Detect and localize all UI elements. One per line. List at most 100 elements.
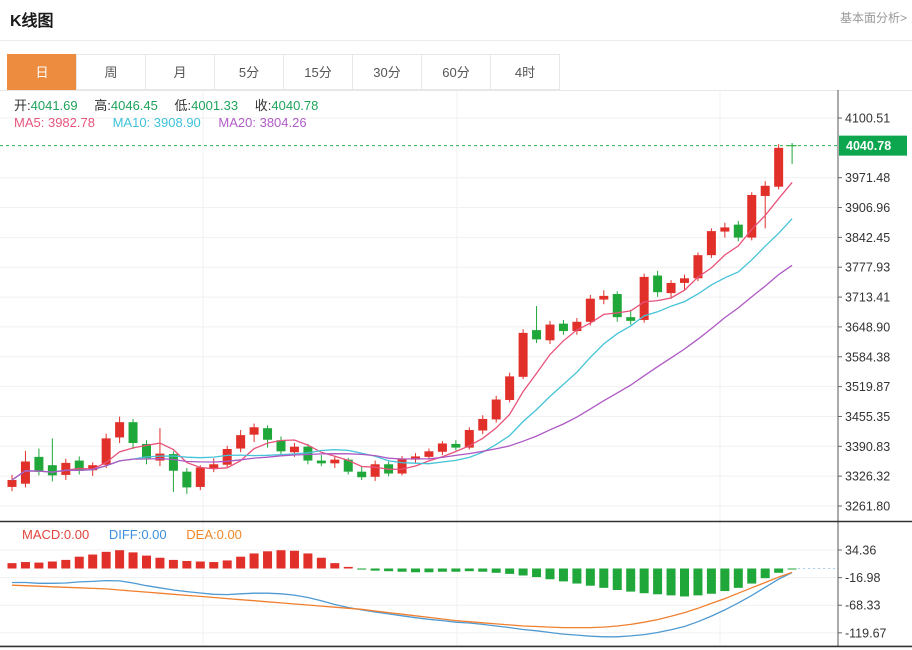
candle[interactable] — [478, 418, 488, 431]
macd-bar — [61, 559, 71, 569]
candle[interactable] — [101, 438, 111, 465]
candle[interactable] — [128, 422, 138, 443]
candle[interactable] — [411, 456, 420, 460]
gridlines — [0, 91, 838, 645]
timeframe-tabs: 日周月 5分 15分 30分 60分 4时 — [7, 54, 560, 90]
macd-bar — [720, 568, 730, 592]
candle[interactable] — [720, 227, 730, 232]
candle[interactable] — [747, 195, 757, 238]
candle[interactable] — [249, 427, 259, 435]
candle[interactable] — [343, 459, 353, 472]
candle[interactable] — [195, 467, 205, 487]
macd-bar — [464, 568, 474, 572]
macd-bar — [357, 568, 367, 570]
macd-bar: MACD:0.00 DIFF:0.00 DEA:0.00 — [22, 527, 242, 542]
diff-value: 0.00 — [141, 527, 167, 542]
close-value: 4040.78 — [271, 98, 319, 113]
ma20-value: 3804.26 — [259, 115, 307, 130]
close-label: 收: — [254, 98, 272, 113]
candle[interactable] — [330, 459, 340, 464]
candle[interactable] — [142, 443, 151, 459]
candle[interactable] — [626, 317, 636, 321]
macd-histogram[interactable] — [7, 550, 797, 597]
macd-bar — [7, 563, 17, 569]
candle[interactable] — [572, 321, 582, 332]
candle[interactable] — [289, 446, 299, 453]
candle[interactable] — [209, 464, 219, 468]
high-label: 高: — [94, 98, 111, 113]
candle[interactable] — [733, 224, 743, 238]
candle[interactable] — [61, 462, 71, 475]
candle[interactable] — [666, 282, 676, 294]
candle[interactable] — [518, 332, 528, 377]
candle[interactable] — [182, 471, 192, 488]
tab-60分[interactable]: 60分 — [421, 54, 491, 90]
candle[interactable] — [491, 399, 501, 420]
candle[interactable] — [222, 449, 232, 465]
candle[interactable] — [787, 145, 797, 147]
candle[interactable] — [168, 454, 178, 471]
candle[interactable] — [47, 465, 57, 476]
tab-5分[interactable]: 5分 — [214, 54, 284, 90]
candle[interactable] — [612, 294, 622, 318]
candle[interactable] — [706, 231, 716, 256]
candle[interactable] — [464, 430, 474, 448]
candle[interactable] — [585, 298, 595, 322]
candle[interactable] — [532, 330, 542, 340]
candle[interactable] — [34, 456, 44, 472]
macd-bar — [384, 568, 394, 572]
macd-bar — [343, 566, 353, 569]
candle[interactable] — [370, 464, 380, 477]
macd-bar — [693, 568, 703, 596]
candles[interactable] — [7, 143, 797, 494]
page-title: K线图 — [10, 13, 54, 30]
candle[interactable] — [451, 443, 461, 448]
candle[interactable] — [639, 276, 649, 320]
candle[interactable] — [357, 471, 367, 478]
macd-bar — [236, 556, 246, 569]
tab-月[interactable]: 月 — [145, 54, 215, 90]
tab-30分[interactable]: 30分 — [352, 54, 422, 90]
candle[interactable] — [236, 435, 246, 449]
macd-bar — [47, 561, 57, 569]
candle[interactable] — [316, 460, 326, 464]
tab-15分[interactable]: 15分 — [283, 54, 353, 90]
candle[interactable] — [680, 278, 689, 283]
tab-日[interactable]: 日 — [7, 54, 77, 90]
macd-bar — [303, 553, 313, 569]
tab-4时[interactable]: 4时 — [490, 54, 560, 90]
candle[interactable] — [505, 376, 515, 400]
macd-bar — [128, 552, 138, 569]
macd-bar — [612, 568, 622, 590]
candle[interactable] — [74, 460, 84, 471]
candle[interactable] — [653, 275, 663, 293]
candle[interactable] — [545, 324, 555, 341]
candle[interactable] — [20, 461, 30, 484]
diff-label: DIFF: — [108, 527, 142, 542]
macd-bar — [706, 568, 716, 594]
candle[interactable] — [88, 465, 98, 471]
fundamental-analysis-link[interactable]: 基本面分析> — [839, 11, 907, 25]
candle[interactable] — [263, 428, 273, 440]
candle[interactable] — [424, 451, 434, 457]
candle[interactable] — [303, 446, 313, 461]
candle[interactable] — [115, 422, 125, 438]
macd-bar — [195, 561, 205, 569]
open-value: 4041.69 — [30, 98, 78, 113]
candle[interactable] — [155, 453, 165, 461]
candle[interactable] — [397, 458, 407, 474]
candle[interactable] — [760, 185, 770, 196]
macd-value: 0.00 — [63, 527, 90, 542]
macd-bar — [666, 568, 676, 596]
candle[interactable] — [599, 295, 609, 300]
macd-bar — [289, 550, 299, 569]
candle[interactable] — [774, 147, 784, 187]
candle[interactable] — [558, 323, 568, 332]
candle[interactable] — [7, 480, 17, 487]
candle[interactable] — [276, 440, 286, 452]
candle[interactable] — [437, 443, 447, 452]
tab-周[interactable]: 周 — [76, 54, 146, 90]
candle[interactable] — [693, 255, 703, 279]
dea-value: 0.00 — [216, 527, 242, 542]
